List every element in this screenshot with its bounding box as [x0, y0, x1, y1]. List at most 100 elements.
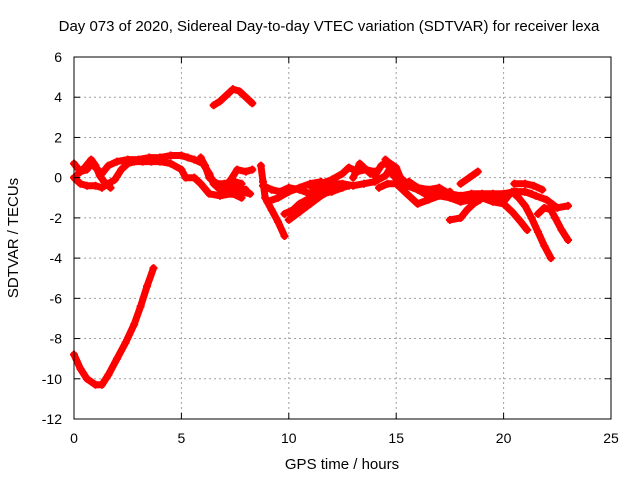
y-tick-label: -6: [50, 290, 63, 306]
data-point: [383, 179, 392, 188]
data-point: [112, 157, 121, 166]
x-tick-label: 0: [70, 430, 78, 446]
data-point: [82, 374, 91, 383]
data-point: [256, 161, 265, 170]
data-point: [402, 189, 411, 198]
data-point: [123, 159, 132, 168]
data-point: [463, 205, 472, 214]
data-point: [355, 159, 364, 168]
data-point: [181, 173, 190, 182]
data-point: [344, 163, 353, 172]
data-point: [76, 179, 85, 188]
data-point: [130, 320, 139, 329]
data-point: [295, 207, 304, 216]
data-point: [205, 189, 214, 198]
data-point: [527, 189, 536, 198]
x-axis-title: GPS time / hours: [285, 456, 399, 473]
y-tick-label: 4: [54, 89, 62, 105]
series-deep-arc: [70, 264, 157, 389]
data-point: [274, 217, 283, 226]
data-point: [469, 199, 478, 208]
y-tick-label: -4: [50, 250, 63, 266]
data-point: [510, 179, 519, 188]
data-point: [327, 185, 336, 194]
data-point: [130, 157, 139, 166]
data-point: [147, 157, 156, 166]
data-point: [456, 179, 465, 188]
y-axis-title: SDTVAR / TECUs: [5, 178, 22, 298]
data-point: [267, 205, 276, 214]
data-point: [201, 161, 210, 170]
data-point: [259, 181, 268, 190]
data-point: [104, 161, 113, 170]
data-point: [349, 173, 358, 182]
data-point: [136, 302, 145, 311]
data-point: [295, 183, 304, 192]
data-point: [413, 185, 422, 194]
data-point: [97, 183, 106, 192]
data-point: [196, 153, 205, 162]
data-point: [263, 197, 272, 206]
data-point: [267, 185, 276, 194]
data-point: [381, 171, 390, 180]
data-point: [74, 169, 83, 178]
y-tick-label: -8: [50, 331, 63, 347]
data-point: [106, 183, 115, 192]
data-point: [546, 205, 555, 214]
data-point: [237, 179, 246, 188]
data-point: [546, 254, 555, 263]
data-point: [465, 173, 474, 182]
data-point: [375, 183, 384, 192]
data-point: [117, 165, 126, 174]
data-point: [540, 203, 549, 212]
data-point: [553, 203, 562, 212]
data-point: [445, 215, 454, 224]
data-point: [381, 155, 390, 164]
data-point: [177, 165, 186, 174]
data-point: [280, 209, 289, 218]
data-point: [284, 215, 293, 224]
data-point: [551, 213, 560, 222]
data-point: [533, 209, 542, 218]
data-point: [392, 163, 401, 172]
data-point: [387, 169, 396, 178]
y-tick-label: 2: [54, 129, 62, 145]
data-point: [473, 167, 482, 176]
data-point: [224, 187, 233, 196]
data-point: [233, 165, 242, 174]
data-point: [87, 155, 96, 164]
data-point: [392, 173, 401, 182]
y-tick-labels: -12 -10 -8 -6 -4 -2 0 2 4 6: [42, 49, 62, 427]
data-point: [338, 183, 347, 192]
data-point: [377, 161, 386, 170]
data-point: [121, 338, 130, 347]
data-point: [190, 173, 199, 182]
data-point: [216, 191, 225, 200]
data-point: [112, 354, 121, 363]
x-tick-labels: 0 5 10 15 20 25: [70, 430, 619, 446]
data-point: [241, 93, 250, 102]
data-point: [138, 157, 147, 166]
data-point: [246, 189, 255, 198]
data-point: [456, 197, 465, 206]
y-tick-label: -10: [42, 371, 62, 387]
data-point: [506, 189, 515, 198]
data-point: [209, 101, 218, 110]
data-point: [274, 193, 283, 202]
data-point: [306, 181, 315, 190]
data-point: [91, 181, 100, 190]
data-point: [508, 207, 517, 216]
data-point: [317, 179, 326, 188]
data-point: [402, 181, 411, 190]
x-tick-label: 15: [388, 430, 404, 446]
data-point: [499, 197, 508, 206]
data-point: [338, 169, 347, 178]
data-point: [280, 231, 289, 240]
data-point: [100, 177, 109, 186]
x-tick-label: 5: [178, 430, 186, 446]
data-point: [362, 165, 371, 174]
data-point: [478, 193, 487, 202]
data-point: [284, 187, 293, 196]
data-point: [516, 217, 525, 226]
data-point: [237, 193, 246, 202]
